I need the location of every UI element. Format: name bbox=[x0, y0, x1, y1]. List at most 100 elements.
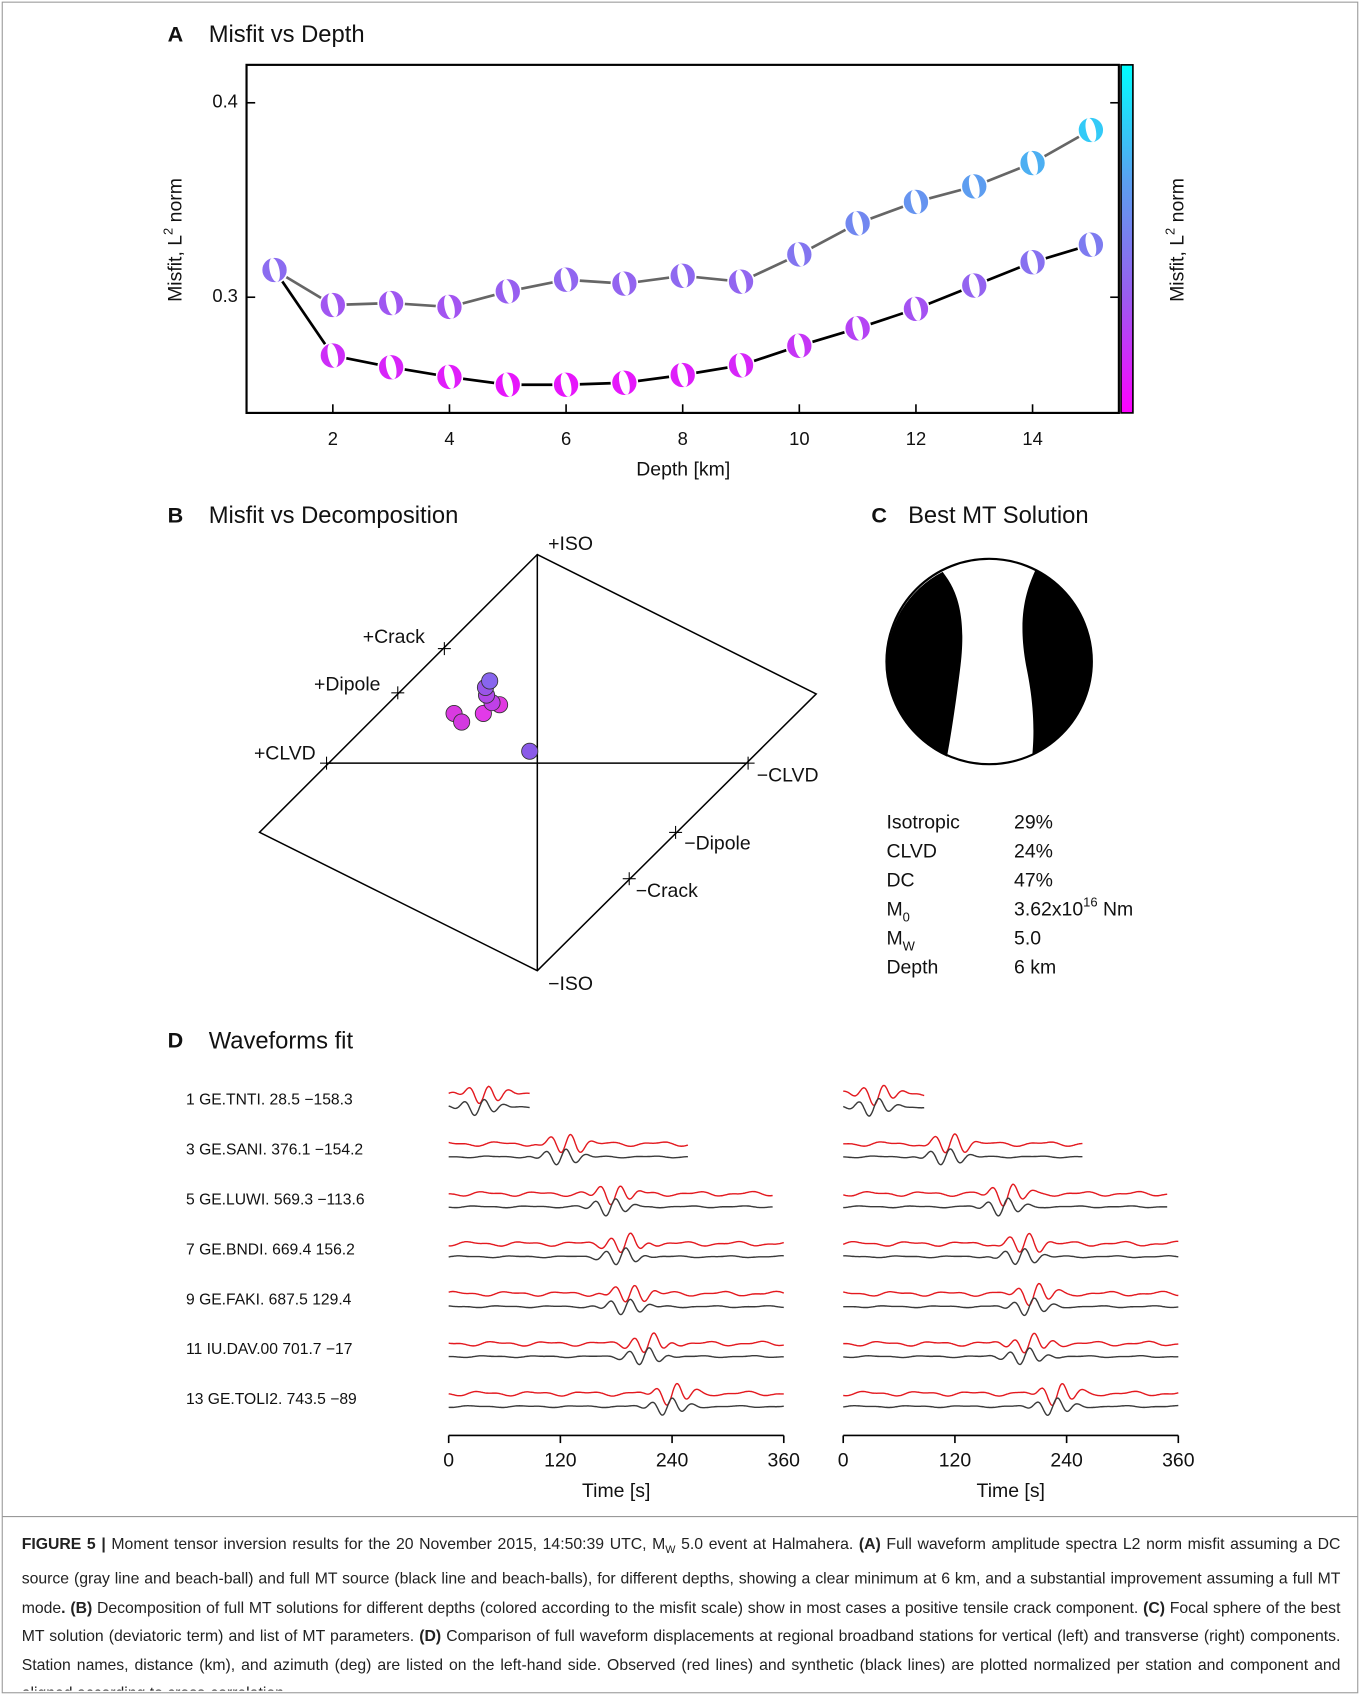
observed-trace bbox=[842, 1232, 1179, 1253]
synthetic-trace bbox=[448, 1198, 773, 1217]
observed-trace bbox=[843, 1084, 925, 1107]
x-tick-label: 12 bbox=[906, 428, 926, 449]
beachball-dilatation bbox=[1085, 118, 1097, 142]
name-part: M bbox=[886, 928, 902, 950]
beachball-dilatation bbox=[910, 189, 922, 214]
caption-run: Focal sphere of the best MT solution (de… bbox=[21, 1599, 1341, 1646]
observed-trace bbox=[843, 1332, 1179, 1354]
value-part: 29% bbox=[1014, 812, 1053, 834]
station-label: 3 GE.SANI. 376.1 −154.2 bbox=[186, 1141, 363, 1158]
beachball-dilatation bbox=[1027, 151, 1038, 176]
value-part: Nm bbox=[1098, 899, 1134, 921]
label-sup: 2 bbox=[160, 228, 175, 235]
beachball-dilatation bbox=[444, 364, 455, 389]
caption-run: Decomposition of full MT solutions for d… bbox=[92, 1599, 1144, 1617]
x-axis-label: Time [s] bbox=[977, 1480, 1045, 1502]
beachball-dilatation bbox=[677, 363, 689, 387]
parameter-value: 5.0 bbox=[1014, 928, 1041, 950]
caption-run: 5.0 event at Halmahera. bbox=[675, 1536, 859, 1554]
parameter-value: 29% bbox=[1014, 812, 1053, 834]
y-tick-label: 0.3 bbox=[212, 285, 238, 306]
panel-title: Misfit vs Depth bbox=[209, 21, 365, 48]
name-subscript: 0 bbox=[903, 910, 910, 925]
name-subscript: W bbox=[903, 938, 916, 953]
x-tick-label: 2 bbox=[328, 428, 338, 449]
synthetic-trace bbox=[843, 1197, 1168, 1217]
parameter-value: 3.62x1016 Nm bbox=[1014, 895, 1133, 921]
observed-trace bbox=[448, 1284, 785, 1303]
observed-trace bbox=[843, 1282, 1179, 1307]
value-part: 24% bbox=[1014, 841, 1053, 863]
parameter-value: 47% bbox=[1014, 870, 1053, 892]
beachball-dilatation bbox=[793, 333, 805, 358]
compressional-lobe bbox=[886, 571, 963, 757]
caption-run: Comparison of full waveform displacement… bbox=[21, 1628, 1341, 1691]
beachball-dilatation bbox=[910, 296, 922, 321]
synthetic-trace bbox=[843, 1397, 1179, 1417]
beachball-dilatation bbox=[385, 291, 397, 316]
synthetic-trace bbox=[843, 1148, 1083, 1166]
label-part: norm bbox=[1166, 178, 1188, 228]
label-part: Misfit, L bbox=[1166, 235, 1188, 302]
beachball-dilatation bbox=[502, 279, 514, 304]
x-axis-label: Time [s] bbox=[582, 1480, 650, 1502]
x-tick-label: 360 bbox=[768, 1450, 801, 1472]
x-tick-label: 360 bbox=[1162, 1450, 1195, 1472]
observed-trace bbox=[448, 1232, 784, 1254]
synthetic-trace bbox=[843, 1097, 925, 1117]
beachball-dilatation bbox=[444, 294, 455, 319]
observed-trace bbox=[843, 1382, 1179, 1407]
panel-title: Waveforms fit bbox=[209, 1027, 354, 1054]
label-part: norm bbox=[164, 178, 186, 228]
beachball-dilatation bbox=[735, 353, 747, 378]
caption-run: (D) bbox=[419, 1628, 442, 1646]
x-tick-label: 10 bbox=[789, 428, 809, 449]
synthetic-trace bbox=[448, 1347, 784, 1366]
beachball-dilatation bbox=[327, 293, 339, 317]
y-tick-label: 0.4 bbox=[212, 91, 238, 112]
solution-point bbox=[521, 742, 539, 760]
beachball-dilatation bbox=[560, 267, 572, 292]
x-tick-label: 8 bbox=[678, 428, 688, 449]
x-tick-label: 120 bbox=[544, 1450, 577, 1472]
caption-run: W bbox=[665, 1544, 676, 1557]
colorbar-label: Misfit, L2 norm bbox=[1162, 178, 1188, 302]
compressional-lobe bbox=[1022, 569, 1092, 755]
beachball-dilatation bbox=[502, 372, 514, 397]
caption-run: Full waveform amplitude spectra L2 norm … bbox=[21, 1536, 1341, 1617]
synthetic-trace bbox=[448, 1247, 784, 1266]
parameter-name: Depth bbox=[886, 957, 938, 979]
station-label: 11 IU.DAV.00 701.7 −17 bbox=[186, 1341, 352, 1358]
parameter-name: M0 bbox=[886, 899, 909, 925]
value-part: 3.62x10 bbox=[1014, 899, 1083, 921]
beachball-dilatation bbox=[618, 370, 630, 395]
x-tick-label: 14 bbox=[1022, 428, 1042, 449]
x-tick-label: 0 bbox=[443, 1450, 454, 1472]
panel-letter: C bbox=[871, 502, 887, 527]
parameter-name: DC bbox=[886, 870, 914, 892]
beachball-dilatation bbox=[1027, 250, 1038, 275]
synthetic-trace bbox=[448, 1397, 784, 1416]
name-part: CLVD bbox=[886, 841, 936, 863]
station-label: 13 GE.TOLI2. 743.5 −89 bbox=[186, 1391, 357, 1408]
caption: FIGURE 5 | Moment tensor inversion resul… bbox=[22, 1531, 1341, 1691]
synthetic-trace bbox=[448, 1298, 784, 1316]
station-label: 5 GE.LUWI. 569.3 −113.6 bbox=[186, 1191, 365, 1208]
beachball-dilatation bbox=[968, 273, 980, 298]
beachball-dilatation bbox=[618, 271, 630, 296]
focal-sphere bbox=[885, 557, 1093, 766]
beachball-dilatation bbox=[269, 258, 280, 282]
x-tick-label: 6 bbox=[561, 428, 571, 449]
name-part: M bbox=[886, 899, 902, 921]
beachball-dilatation bbox=[327, 343, 339, 368]
parameter-value: 6 km bbox=[1014, 957, 1056, 979]
parameter-value: 24% bbox=[1014, 841, 1053, 863]
beachball-dilatation bbox=[793, 242, 805, 267]
beachball-dilatation bbox=[735, 269, 747, 294]
solution-point bbox=[453, 713, 471, 731]
parameter-name: CLVD bbox=[886, 841, 936, 863]
caption-run: (A) bbox=[858, 1536, 881, 1554]
value-part: 5.0 bbox=[1014, 928, 1041, 950]
